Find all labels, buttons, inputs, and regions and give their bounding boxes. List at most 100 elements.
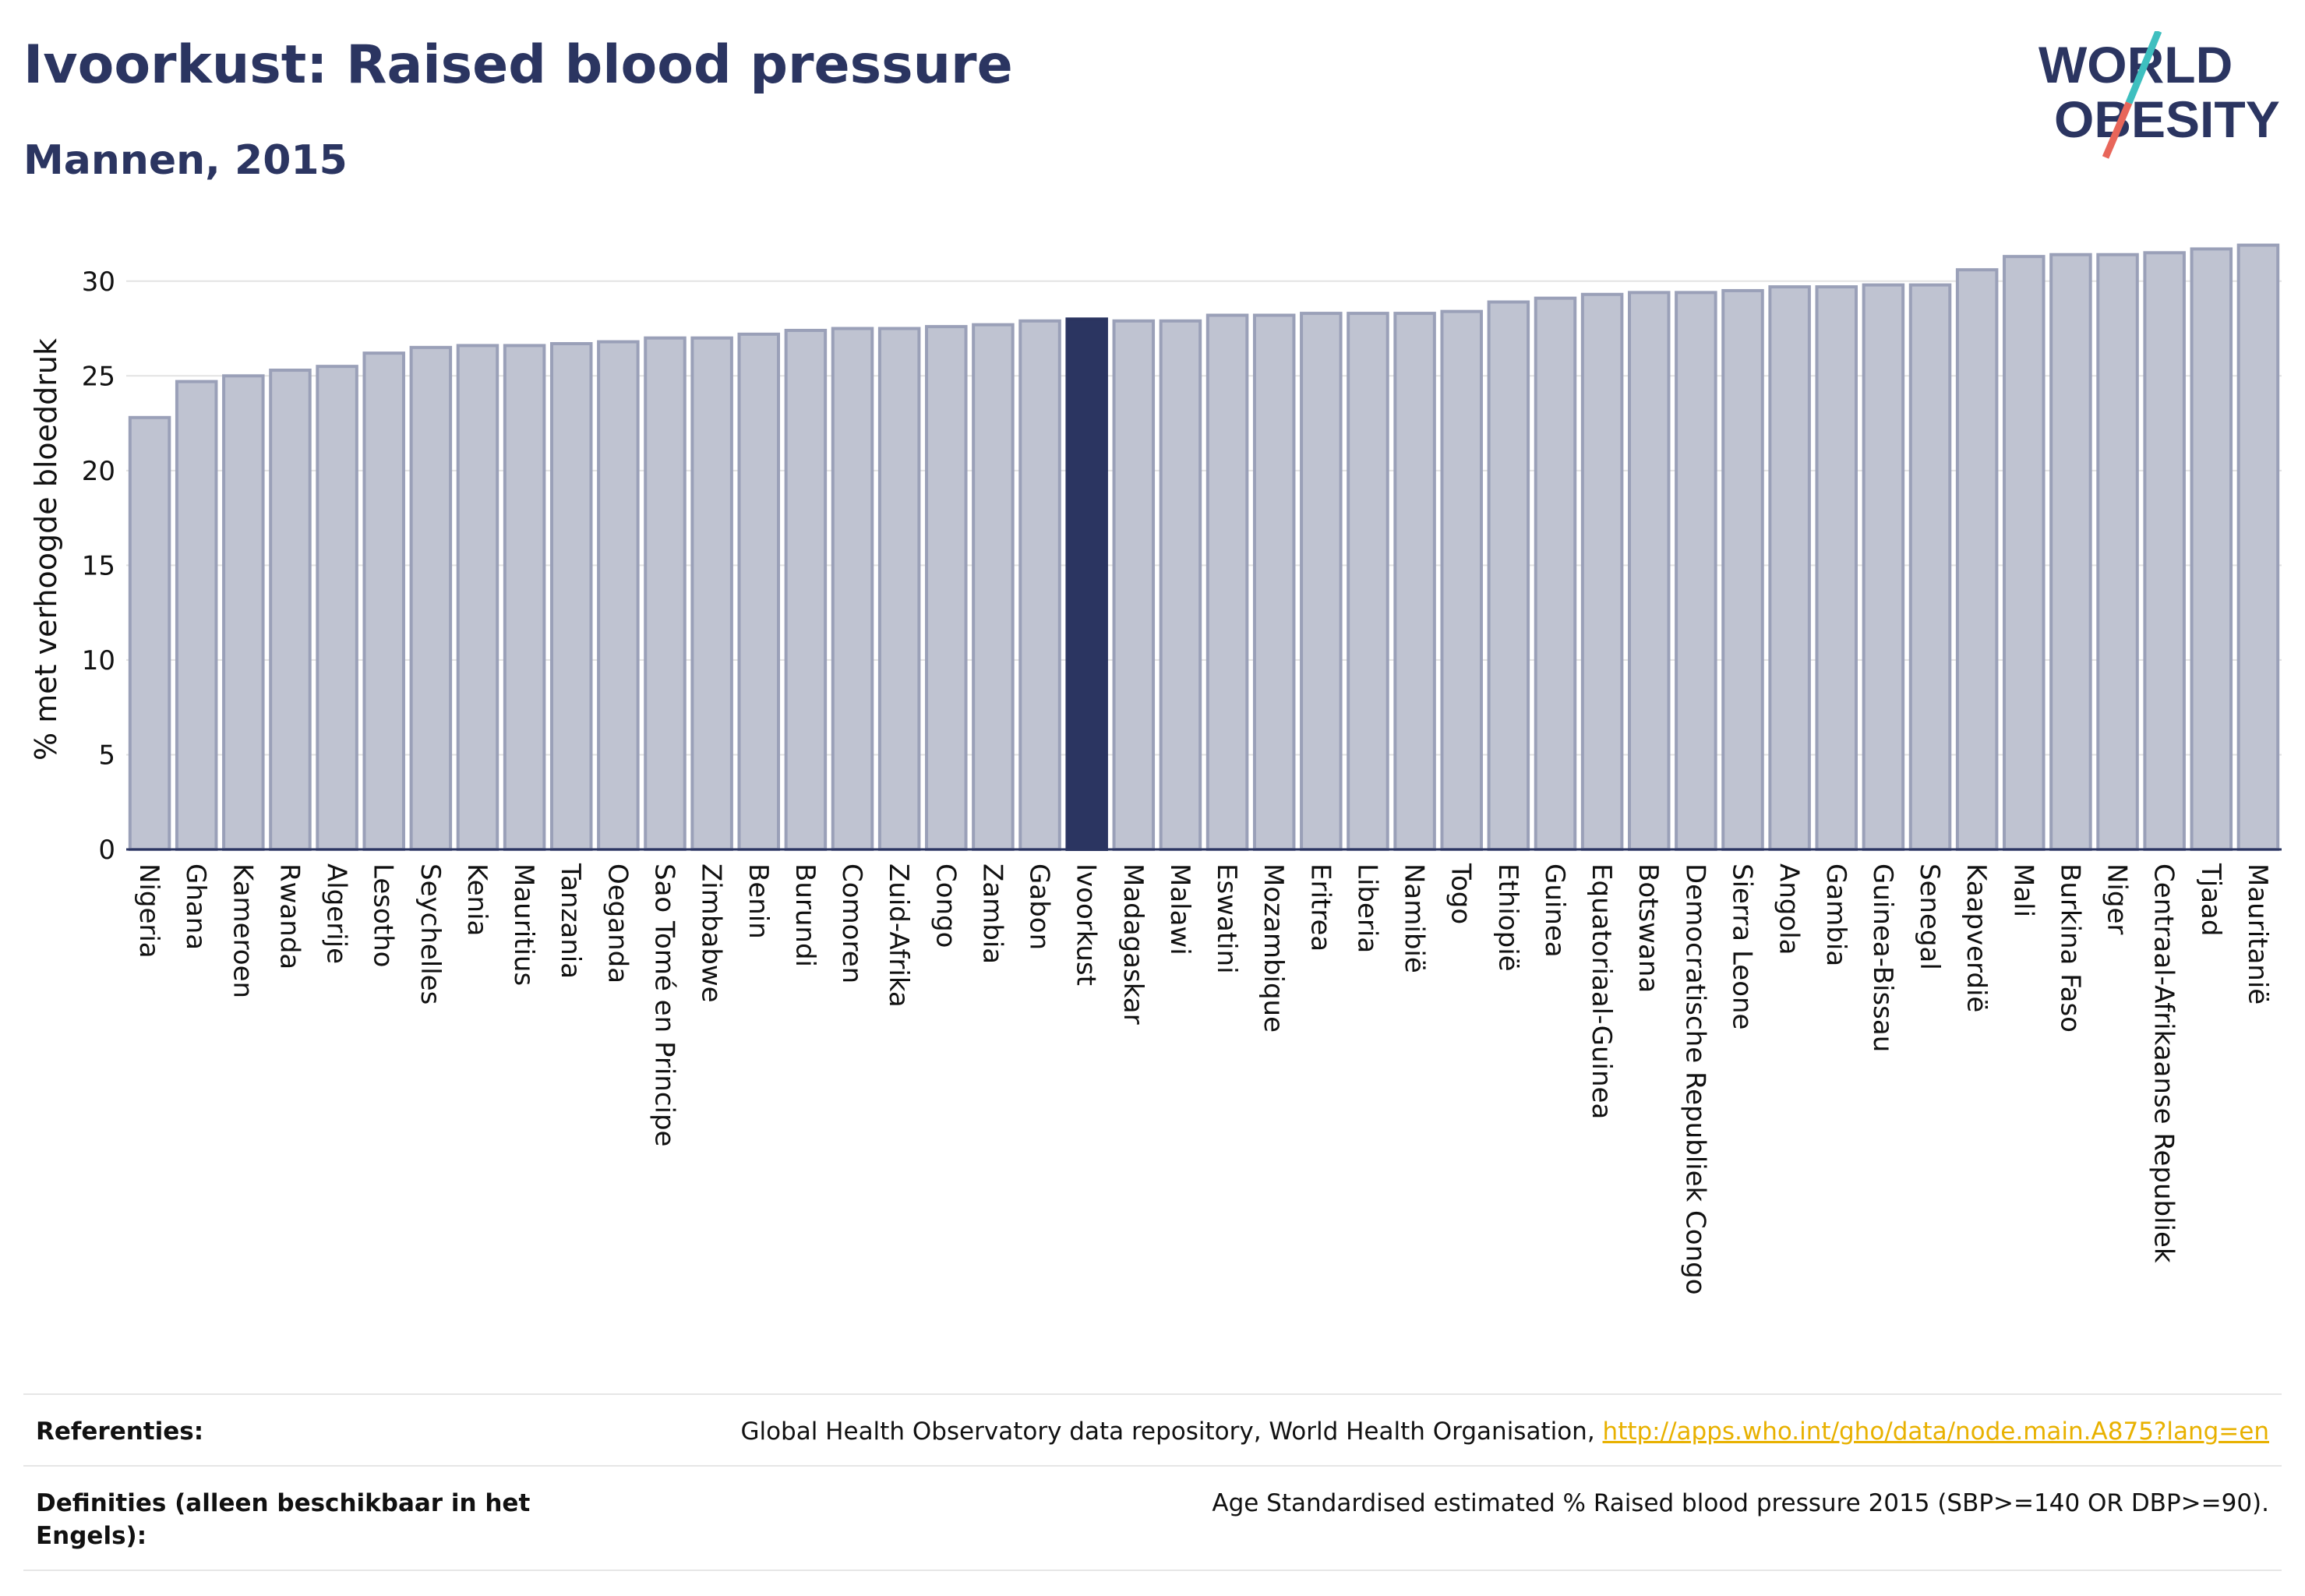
x-tick-label: Tjaad (2195, 863, 2226, 936)
bar (1205, 313, 1249, 851)
x-tick-label: Lesotho (368, 863, 399, 967)
bar (1347, 312, 1389, 852)
bar (2003, 255, 2046, 851)
bar (222, 374, 265, 852)
x-tick-label: Namibië (1399, 863, 1430, 973)
x-tick-label: Centraal-Afrikaanse Republiek (2148, 863, 2180, 1263)
chart-subtitle: Mannen, 2015 (23, 137, 348, 184)
y-tick-label: 30 (82, 267, 115, 298)
bar (2096, 252, 2139, 851)
bar (877, 327, 921, 852)
x-tick-label: Liberia (1351, 863, 1382, 953)
bar (1627, 291, 1671, 852)
bar (1721, 288, 1764, 851)
bar (1300, 312, 1343, 852)
bar (1534, 296, 1577, 851)
bar (972, 323, 1015, 851)
x-tick-label: Burkina Faso (2054, 863, 2085, 1033)
bar (737, 332, 781, 852)
y-tick-label: 25 (82, 361, 115, 392)
bar (1065, 317, 1108, 851)
references-link[interactable]: http://apps.who.int/gho/data/node.main.A… (1602, 1418, 2269, 1446)
bar-chart: 0 5 10 15 20 25 30 % met verhoogde bloeddruk Nig… (0, 203, 2305, 1372)
x-tick-label: Oeganda (602, 863, 633, 983)
bar (549, 341, 593, 851)
x-tick-label: Sierra Leone (1727, 863, 1758, 1029)
bar (1815, 285, 1858, 852)
references-row: Referenties: Global Health Observatory d… (23, 1393, 2282, 1465)
bar (1112, 319, 1156, 852)
footer-table: Referenties: Global Health Observatory d… (23, 1393, 2282, 1571)
bar (2143, 251, 2186, 852)
bar (1159, 319, 1202, 852)
bar (1768, 285, 1811, 852)
y-tick-label: 15 (82, 550, 115, 581)
bar (316, 365, 358, 851)
x-tick-label: Nigeria (133, 863, 164, 959)
definitions-value: Age Standardised estimated % Raised bloo… (1212, 1489, 2269, 1517)
x-tick-label: Ethiopië (1492, 863, 1523, 972)
bar (456, 344, 499, 851)
x-tick-label: Malawi (1164, 863, 1195, 955)
logo-slash-red (2102, 101, 2133, 159)
x-tick-label: Kaapverdië (1961, 863, 1992, 1012)
x-tick-label: Gambia (1820, 863, 1851, 966)
x-tick-label: Gabon (1024, 863, 1055, 950)
bar (1252, 313, 1296, 851)
bar (362, 351, 405, 851)
bar (1018, 319, 1061, 852)
bar (2190, 247, 2233, 851)
x-tick-label: Equatoriaal-Guinea (1586, 863, 1617, 1119)
x-tick-label: Tanzania (555, 863, 586, 979)
references-label: Referenties: (36, 1418, 204, 1446)
x-tick-label: Eswatini (1211, 863, 1242, 974)
x-tick-label: Comoren (836, 863, 867, 983)
bar (690, 336, 733, 851)
x-tick-label: Kameroen (227, 863, 258, 998)
bar (1580, 292, 1624, 852)
x-tick-label: Mali (2007, 863, 2038, 917)
bar (1393, 312, 1436, 852)
x-tick-label: Algerije (321, 863, 352, 964)
bar (2236, 243, 2280, 852)
x-tick-label: Zuid-Afrika (883, 863, 914, 1008)
definitions-label: Definities (alleen beschikbaar in het En… (36, 1489, 531, 1550)
references-text: Global Health Observatory data repositor… (740, 1418, 1603, 1446)
bar (409, 345, 453, 852)
logo-line2: OBESITY (2054, 90, 2280, 148)
bar (1440, 309, 1483, 851)
x-tick-label: Niger (2102, 863, 2133, 934)
x-tick-label: Guinea (1539, 863, 1570, 958)
bar (175, 380, 218, 852)
bar (2049, 252, 2092, 851)
y-tick-label: 0 (98, 835, 115, 866)
x-tick-label: Madagaskar (1117, 863, 1149, 1025)
logo-slash-teal (2125, 30, 2162, 104)
x-tick-label: Mauritius (508, 863, 539, 986)
y-tick-label: 5 (98, 740, 115, 771)
x-tick-label: Zambia (976, 863, 1008, 964)
x-tick-label: Mozambique (1258, 863, 1289, 1033)
bar (925, 325, 968, 852)
chart-svg: 0 5 10 15 20 25 30 % met verhoogde bloeddruk Nig… (29, 243, 2282, 1295)
x-tick-label: Sao Tomé en Principe (649, 863, 680, 1146)
bar (644, 336, 687, 851)
x-tick-label: Eritrea (1304, 863, 1336, 952)
x-tick-label: Benin (743, 863, 774, 939)
bar (1955, 268, 1999, 851)
definitions-row: Definities (alleen beschikbaar in het En… (23, 1465, 2282, 1571)
x-tick-label: Ghana (180, 863, 211, 950)
x-tick-label: Rwanda (274, 863, 305, 969)
x-tick-label: Botswana (1633, 863, 1664, 993)
bar (1487, 300, 1530, 851)
bar (128, 415, 171, 851)
x-tick-label: Burundi (789, 863, 821, 967)
world-obesity-logo: WORLD OBESITY (2034, 30, 2283, 171)
x-tick-label: Mauritanië (2242, 863, 2273, 1005)
bar (1675, 291, 1717, 852)
x-tick-label: Kenia (461, 863, 492, 936)
x-tick-label: Angola (1774, 863, 1805, 955)
bar (784, 328, 828, 851)
x-tick-label: Congo (930, 863, 961, 948)
x-tick-label: Togo (1445, 863, 1477, 924)
